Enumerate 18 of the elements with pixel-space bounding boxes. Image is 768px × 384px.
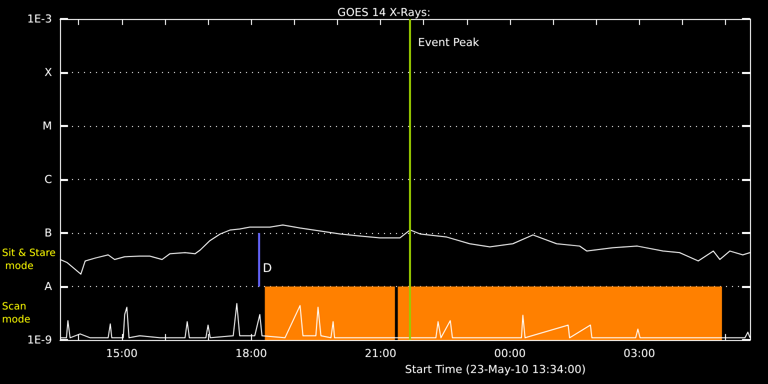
y-tick-label: M bbox=[42, 120, 52, 132]
y-tick-label: 1E-3 bbox=[27, 12, 52, 26]
x-tick-label: 03:00 bbox=[623, 347, 656, 360]
chart-title: GOES 14 X-Rays: bbox=[337, 6, 431, 19]
x-axis-title: Start Time (23-May-10 13:34:00) bbox=[405, 363, 586, 376]
x-tick-label: 18:00 bbox=[235, 347, 268, 360]
text: Sit & Stare mode bbox=[2, 248, 56, 272]
x-tick-label: 21:00 bbox=[364, 347, 396, 360]
y-tick-label: 1E-9 bbox=[27, 334, 52, 346]
y-tick-label: B bbox=[44, 226, 52, 240]
y-tick-label: C bbox=[44, 173, 52, 186]
y-tick-label: X bbox=[44, 66, 52, 79]
y-tick-label: A bbox=[44, 280, 52, 293]
ref-line-label: Event Peak bbox=[418, 36, 480, 49]
x-tick-label: 00:00 bbox=[494, 347, 526, 360]
annotation: D bbox=[262, 261, 272, 276]
x-tick-label: 15:00 bbox=[106, 347, 138, 360]
text: Scan mode bbox=[2, 301, 30, 326]
